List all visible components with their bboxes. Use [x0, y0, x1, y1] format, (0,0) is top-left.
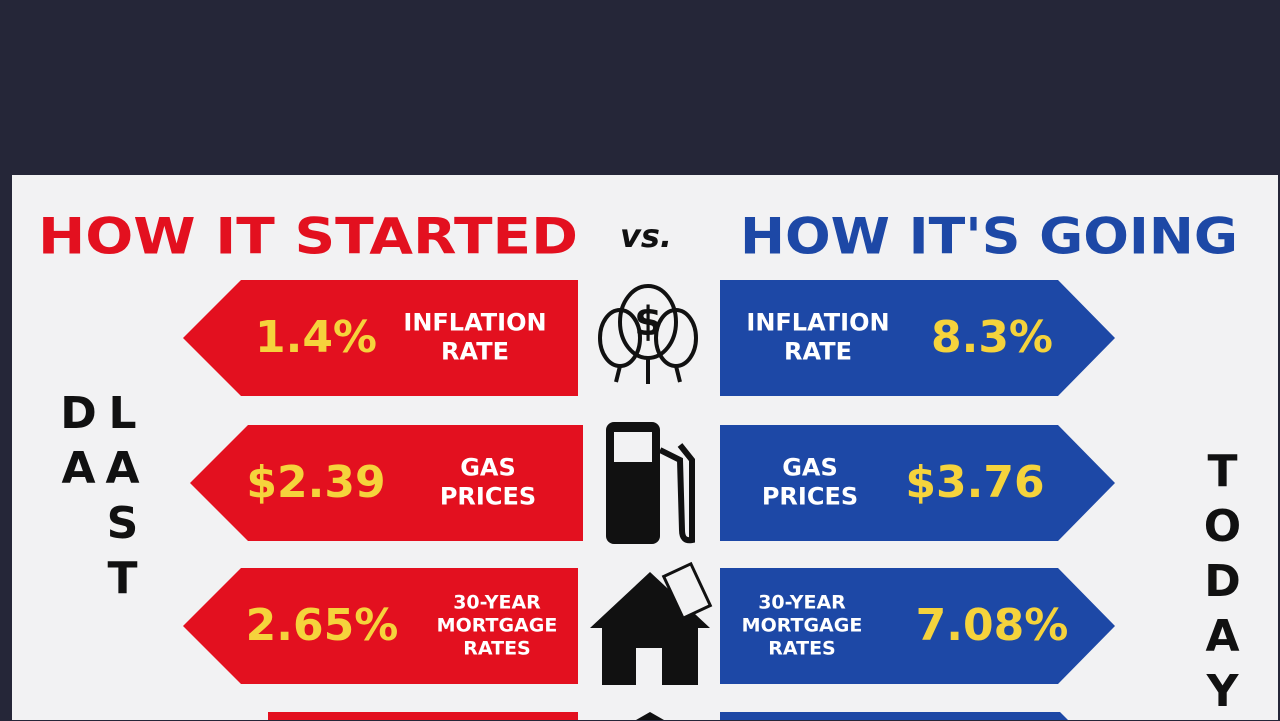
after-label: RATES	[768, 638, 835, 660]
blue-arrow	[720, 568, 1115, 684]
before-label: GAS	[460, 454, 516, 482]
red-arrow	[190, 425, 583, 541]
after-label: 30-YEAR	[758, 592, 846, 614]
house-icon	[590, 561, 713, 685]
before-value: 2.65%	[246, 600, 399, 651]
right-title: HOW IT'S GOING	[740, 208, 1238, 266]
after-value: 8.3%	[931, 312, 1053, 363]
svg-text:$: $	[634, 299, 662, 345]
before-label: RATES	[463, 638, 530, 660]
blue-arrow	[720, 280, 1115, 396]
after-label: RATE	[784, 338, 852, 366]
after-value: $3.76	[905, 457, 1044, 508]
red-arrow	[183, 568, 578, 684]
before-value: 1.4%	[255, 312, 377, 363]
after-label: PRICES	[762, 483, 858, 511]
partial-blue-arrow	[720, 712, 1068, 720]
before-label: INFLATION	[403, 309, 546, 337]
top-bar	[0, 0, 1280, 172]
gas-icon	[606, 422, 695, 544]
before-label: MORTGAGE	[437, 615, 558, 637]
vs-label: vs.	[620, 217, 672, 255]
red-arrow	[183, 280, 578, 396]
after-label: INFLATION	[746, 309, 889, 337]
blue-arrow	[720, 425, 1115, 541]
before-label: RATE	[441, 338, 509, 366]
after-value: 7.08%	[916, 600, 1069, 651]
partial-icon	[636, 712, 664, 720]
partial-red-arrow	[268, 712, 578, 720]
after-label: GAS	[782, 454, 838, 482]
before-label: 30-YEAR	[453, 592, 541, 614]
before-value: $2.39	[246, 457, 385, 508]
left-side-label: LAST DA	[53, 388, 148, 608]
after-label: MORTGAGE	[742, 615, 863, 637]
inflation-icon: $	[598, 284, 698, 384]
left-title: HOW IT STARTED	[38, 208, 578, 266]
right-side-label: TODAY	[1197, 446, 1248, 721]
before-label: PRICES	[440, 483, 536, 511]
